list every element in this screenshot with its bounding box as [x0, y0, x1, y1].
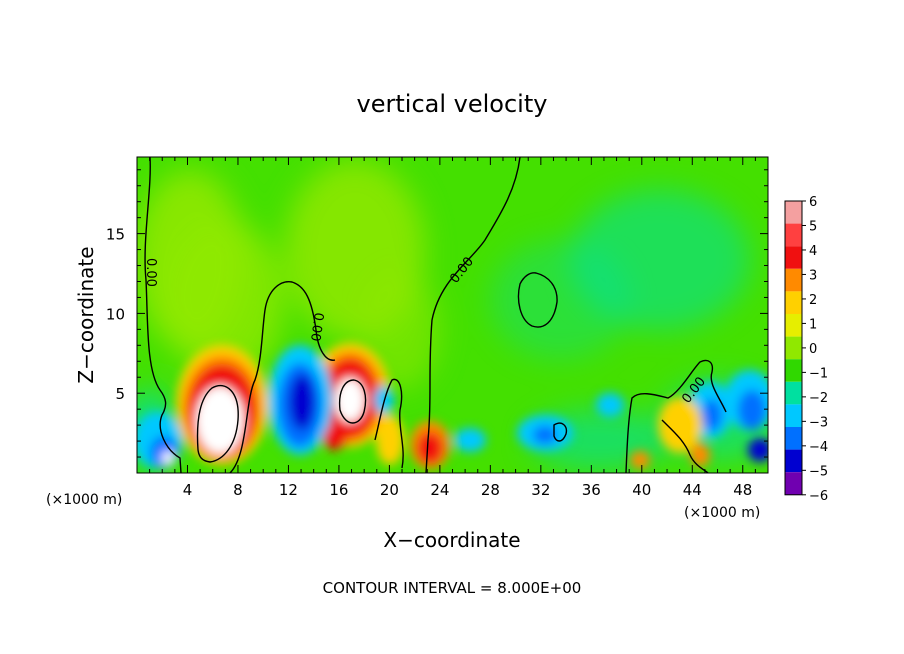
colorbar: 6 5 4 3 2 1 0 −1 −2 −3 −4 −5 −6: [784, 195, 828, 504]
colorbar-swatch: [785, 427, 802, 450]
x-tick-label: 28: [481, 481, 500, 499]
colorbar-tick-label: 6: [809, 195, 817, 210]
zero-contour: [374, 378, 404, 469]
colorbar-tick-label: −3: [809, 415, 828, 430]
colorbar-swatch: [785, 223, 802, 247]
colorbar-tick-label: 2: [809, 293, 817, 308]
x-tick-label: 48: [733, 481, 752, 499]
x-tick-label: 36: [582, 481, 601, 499]
x-tick-label: 44: [683, 481, 702, 499]
x-tick-label: 16: [329, 481, 348, 499]
field-core: [376, 415, 404, 465]
zero-contour: [517, 272, 558, 328]
x-axis-label: X−coordinate: [383, 528, 520, 552]
colorbar-swatch: [785, 201, 802, 224]
x-tick-label: 24: [430, 481, 449, 499]
colorbar-swatch: [785, 314, 802, 337]
x-unit-left: (×1000 m): [46, 492, 122, 508]
field-region: [490, 240, 630, 360]
zero-contours: [144, 157, 727, 473]
field-region: [165, 220, 285, 380]
colorbar-swatch: [785, 404, 802, 427]
colorbar-tick-label: −5: [809, 464, 828, 479]
chart-title: vertical velocity: [357, 90, 548, 118]
x-unit-right: (×1000 m): [684, 505, 760, 521]
field-core: [738, 390, 766, 430]
x-axis-ticks: 4 8 12 16 20 24 28 32 36 40 44 48: [149, 157, 756, 499]
field-core-layer: [137, 343, 768, 469]
y-axis-ticks: 5 10 15: [106, 169, 768, 458]
field-core: [417, 432, 443, 464]
plot-area: [137, 157, 768, 473]
zero-contour: [661, 419, 709, 473]
zero-contour: [425, 157, 521, 473]
field-core: [658, 397, 702, 453]
x-tick-label: 12: [279, 481, 298, 499]
colorbar-tick-label: −2: [809, 391, 828, 406]
field-core: [533, 426, 557, 444]
colorbar-swatch: [785, 268, 802, 292]
colorbar-tick-label: −1: [809, 366, 828, 381]
x-tick-label: 40: [632, 481, 651, 499]
zero-contour: [229, 281, 336, 473]
y-tick-label: 15: [106, 226, 125, 244]
zero-contour: [196, 384, 239, 463]
colorbar-tick-label: −4: [809, 440, 828, 455]
field-core: [702, 399, 722, 431]
colorbar-swatch: [785, 472, 802, 495]
contour-interval-note: CONTOUR INTERVAL = 8.000E+00: [323, 579, 582, 597]
x-tick-label: 32: [531, 481, 550, 499]
x-tick-label: 20: [380, 481, 399, 499]
colorbar-tick-label: 4: [809, 244, 817, 259]
colorbar-tick-label: 0: [809, 342, 817, 357]
colorbar-swatch: [785, 381, 802, 405]
colorbar-swatch: [785, 291, 802, 314]
x-tick-label: 4: [183, 481, 193, 499]
colorbar-tick-label: 3: [809, 268, 817, 283]
contour-label: 0.00: [307, 311, 326, 342]
field-core: [596, 393, 624, 417]
zero-contour: [553, 422, 568, 442]
colorbar-tick-label: −6: [809, 489, 828, 504]
colorbar-tick-label: 1: [809, 317, 817, 332]
contour-label: 0.00: [143, 258, 158, 287]
field-core: [454, 428, 486, 452]
colorbar-swatch: [785, 359, 802, 382]
y-tick-label: 5: [115, 385, 125, 403]
field-region: [360, 270, 440, 390]
field-core: [748, 438, 768, 462]
field-core: [162, 451, 174, 465]
colorbar-tick-label: 5: [809, 219, 817, 234]
y-tick-label: 10: [106, 305, 125, 323]
field-core: [289, 374, 315, 430]
field-core: [630, 451, 650, 469]
colorbar-swatch: [785, 449, 802, 473]
zero-contour: [625, 359, 727, 473]
y-axis-label: Z−coordinate: [74, 246, 98, 383]
field-core: [690, 443, 710, 467]
colorbar-swatch: [785, 246, 802, 269]
zero-contour: [338, 379, 367, 424]
colorbar-swatch: [785, 336, 802, 360]
field-core: [196, 386, 244, 454]
field-core: [323, 426, 347, 450]
x-tick-label: 8: [233, 481, 243, 499]
zero-contour: [144, 157, 182, 473]
